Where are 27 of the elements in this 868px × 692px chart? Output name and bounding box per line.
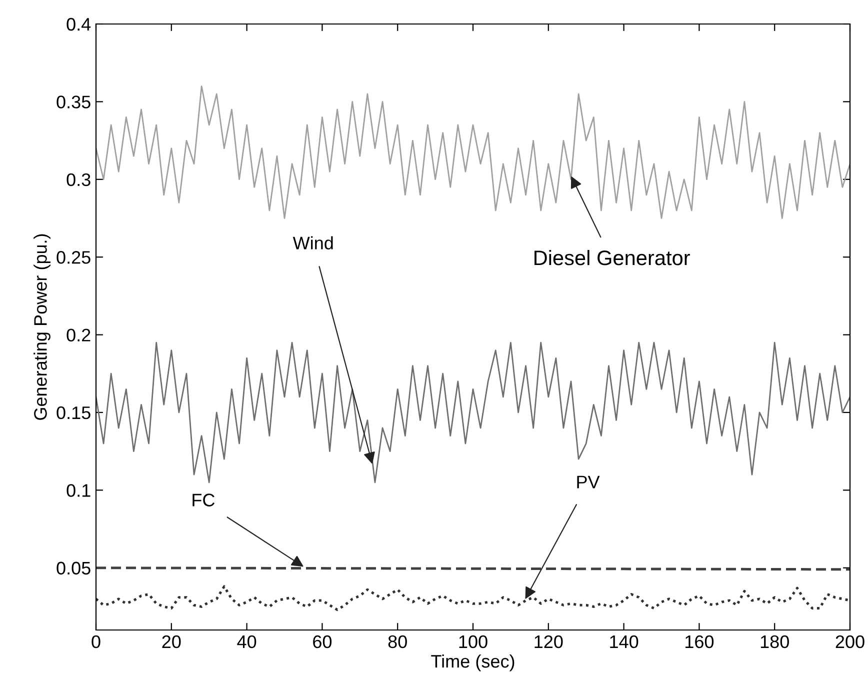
x-tick-label: 80	[388, 635, 407, 648]
y-tick-label: 0.4	[66, 18, 91, 31]
x-tick-label: 100	[459, 635, 488, 648]
x-tick-label: 200	[836, 635, 864, 648]
series-label: Diesel Generator	[534, 250, 690, 266]
y-tick-label: 0.35	[56, 96, 90, 108]
text: Wind	[292, 236, 333, 250]
y-tick-label: 0.15	[56, 406, 90, 420]
y-tick-label: 0.2	[66, 328, 90, 342]
y-tick-label: 0.3	[66, 173, 90, 186]
text: PV	[577, 476, 600, 488]
x-tick-label: 140	[610, 635, 638, 648]
x-tick-label: 60	[313, 635, 332, 648]
x-tick-label: 180	[760, 635, 789, 648]
x-tick-label: 20	[162, 635, 181, 648]
y-tick-label: 0.05	[56, 562, 90, 575]
x-tick-label: 120	[534, 635, 563, 648]
y-tick-label: 0.1	[66, 484, 90, 497]
text: FC	[192, 494, 215, 506]
line-series	[96, 85, 850, 219]
y-axis-title: Generating Power (pu.)	[34, 234, 50, 420]
x-tick-label: 0	[92, 635, 100, 648]
y-tick-label: 0.25	[56, 251, 90, 264]
x-tick-label: 160	[686, 635, 714, 648]
x-axis-title: Time (sec)	[431, 654, 514, 672]
line-series	[96, 585, 850, 612]
x-tick-label: 40	[237, 635, 256, 648]
